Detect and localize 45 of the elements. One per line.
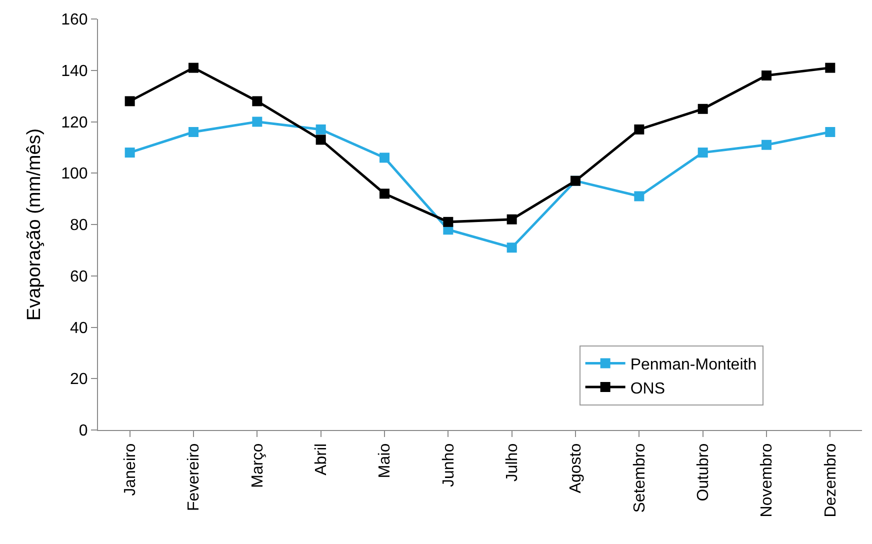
legend-label: ONS bbox=[630, 380, 665, 398]
y-axis-title: Evaporação (mm/mês) bbox=[24, 128, 45, 321]
x-tick-label: Maio bbox=[376, 443, 394, 478]
y-tick-label: 120 bbox=[61, 114, 88, 132]
point bbox=[634, 124, 644, 134]
point bbox=[252, 96, 262, 106]
y-tick-label: 0 bbox=[78, 422, 88, 440]
y-tick-label: 40 bbox=[70, 320, 88, 337]
point bbox=[380, 188, 390, 199]
y-tick-label: 100 bbox=[61, 166, 88, 183]
point bbox=[380, 152, 390, 163]
point bbox=[762, 70, 772, 81]
point bbox=[698, 104, 708, 114]
legend-label: Penman-Monteith bbox=[630, 356, 757, 374]
x-tick-label: Novembro bbox=[758, 443, 776, 518]
x-tick-label: Junho bbox=[440, 443, 458, 487]
point bbox=[316, 124, 326, 134]
point bbox=[825, 127, 836, 138]
point bbox=[825, 62, 836, 73]
x-tick-label: Agosto bbox=[568, 443, 585, 494]
point bbox=[124, 96, 135, 106]
y-tick-label: 20 bbox=[70, 371, 88, 388]
point bbox=[252, 116, 262, 127]
y-tick-label: 80 bbox=[70, 217, 88, 234]
y-tick-label: 160 bbox=[61, 12, 88, 29]
point bbox=[506, 242, 517, 253]
x-tick-label: Janeiro bbox=[122, 443, 140, 496]
point bbox=[188, 62, 198, 73]
point bbox=[762, 140, 772, 150]
point bbox=[506, 214, 517, 224]
x-tick-label: Outubro bbox=[695, 443, 712, 502]
point bbox=[124, 148, 135, 158]
point bbox=[316, 134, 326, 145]
x-tick-label: Setembro bbox=[631, 443, 648, 513]
x-tick-label: Abril bbox=[313, 443, 330, 476]
point bbox=[443, 216, 454, 227]
x-tick-label: Fevereiro bbox=[186, 443, 203, 511]
y-tick-label: 140 bbox=[61, 62, 88, 80]
point bbox=[188, 127, 198, 138]
x-tick-label: Dezembro bbox=[822, 443, 840, 518]
x-tick-label: Março bbox=[249, 443, 266, 488]
point bbox=[634, 191, 644, 202]
x-tick-label: Julho bbox=[504, 443, 522, 482]
point bbox=[698, 148, 708, 158]
y-tick-label: 60 bbox=[70, 268, 88, 286]
